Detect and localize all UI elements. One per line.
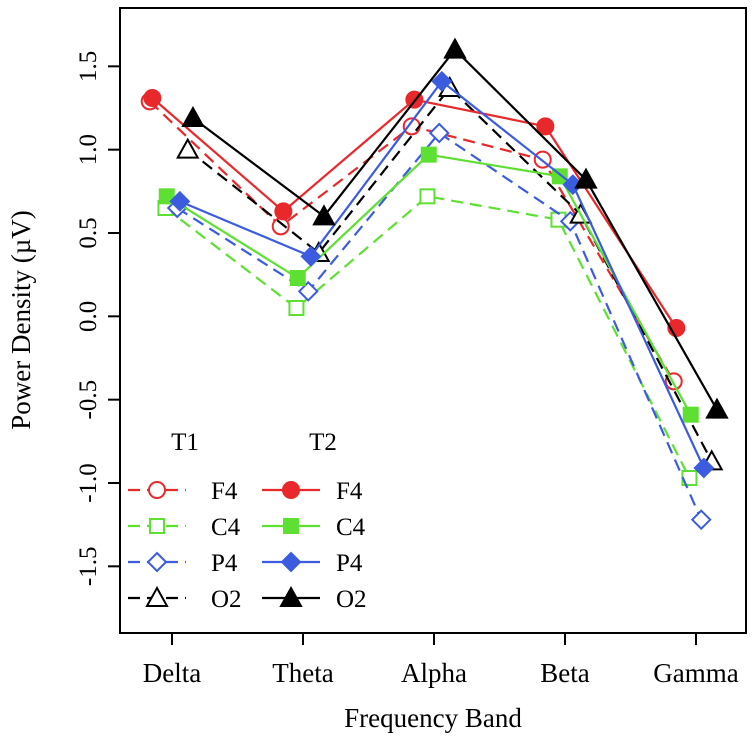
t2-p4-point	[300, 245, 322, 267]
legend-marker	[146, 551, 168, 573]
t1-c4-point	[288, 300, 305, 316]
series-t2-o2	[181, 37, 729, 419]
legend-label-t1-p4: P4	[211, 550, 238, 577]
y-tick-label: 1.5	[75, 51, 102, 82]
y-tick-label: -0.5	[75, 380, 102, 420]
t1-p4-point	[297, 280, 319, 302]
t2-p4-point	[693, 457, 715, 479]
series-t1-f4	[140, 92, 683, 391]
series-layer	[140, 37, 729, 531]
y-tick-label: 0.5	[75, 217, 102, 248]
y-axis-label: Power Density (µV)	[6, 210, 36, 430]
legend-label-t1-c4: C4	[211, 514, 241, 541]
series-t1-c4	[157, 188, 698, 486]
t2-o2-point	[181, 105, 205, 127]
legend-marker	[148, 481, 166, 499]
series-t1-p4	[166, 122, 712, 531]
t2-f4-point	[274, 202, 293, 221]
series-t2-p4	[169, 70, 715, 479]
t2-o2-line	[192, 48, 718, 411]
t1-p4-point	[690, 509, 712, 531]
x-tick-label: Alpha	[401, 658, 467, 688]
t2-c4-point	[682, 406, 699, 423]
t2-o2-point	[312, 204, 336, 226]
legend: T1 F4 C4 P4 O2 T2 F4 C4 P4 O2	[128, 429, 367, 613]
t2-f4-point	[143, 89, 162, 107]
t2-c4-point	[158, 188, 175, 205]
legend-label-t2-c4: C4	[336, 514, 366, 541]
t1-o2-line	[187, 86, 713, 462]
y-tick-label: 0.0	[75, 301, 102, 332]
y-axis: -1.5 -1.0 -0.5 0.0 0.5 1.0 1.5	[75, 51, 120, 586]
t2-p4-point	[431, 70, 453, 92]
t1-c4-line	[164, 195, 691, 479]
x-tick-label: Gamma	[653, 658, 738, 688]
legend-marker	[145, 585, 169, 607]
t2-c4-point	[420, 146, 437, 163]
y-tick-label: -1.5	[75, 547, 102, 587]
x-axis-label: Frequency Band	[344, 703, 522, 733]
y-tick-label: 1.0	[75, 134, 102, 165]
t1-p4-line	[176, 131, 703, 521]
x-axis: Delta Theta Alpha Beta Gamma	[143, 633, 739, 688]
t2-p4-point	[169, 190, 191, 212]
t2-f4-point	[536, 117, 555, 136]
legend-label-t1-o2: O2	[211, 586, 242, 613]
legend-label-t2-f4: F4	[336, 478, 363, 505]
t1-c4-point	[419, 188, 436, 205]
t1-o2-point	[176, 137, 200, 159]
x-tick-label: Delta	[143, 658, 201, 688]
legend-label-t2-o2: O2	[336, 586, 367, 613]
legend-label-t2-p4: P4	[336, 550, 363, 577]
t2-o2-point	[574, 167, 598, 189]
legend-marker	[149, 518, 165, 534]
legend-heading-t1: T1	[171, 429, 199, 456]
t2-c4-point	[289, 270, 306, 286]
y-tick-label: -1.0	[75, 463, 102, 503]
legend-heading-t2: T2	[309, 429, 337, 456]
legend-marker	[283, 518, 299, 534]
legend-marker	[279, 585, 303, 607]
legend-marker	[282, 481, 300, 499]
t2-o2-point	[443, 37, 467, 59]
series-t2-c4	[158, 146, 699, 423]
legend-label-t1-f4: F4	[211, 478, 238, 505]
x-tick-label: Beta	[540, 658, 589, 688]
t2-o2-point	[705, 397, 729, 419]
t1-p4-point	[428, 122, 450, 144]
legend-marker	[280, 551, 302, 573]
x-tick-label: Theta	[272, 658, 333, 688]
